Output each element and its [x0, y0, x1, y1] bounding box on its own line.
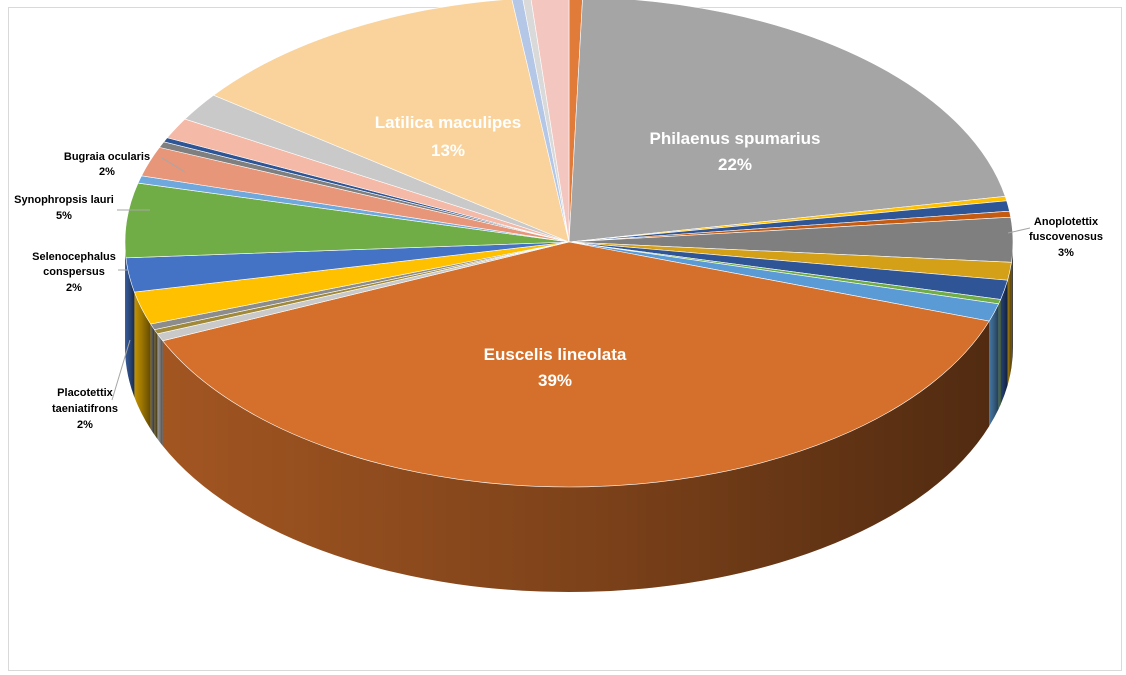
leader-line-anoplotettix-fuscovenosus: [1007, 227, 1031, 234]
pie-side-shade-10: [162, 321, 990, 592]
slice-label-placotettix-taeniatifrons-line0: Placotettix: [57, 387, 114, 399]
pie-side-shade-11: [157, 333, 163, 446]
pie-top-slices: [124, 0, 1014, 488]
pie-side-shade-7: [1000, 280, 1008, 405]
slice-pct-latilica-maculipes: 13%: [431, 141, 465, 160]
slice-pct-anoplotettix-fuscovenosus: 3%: [1058, 247, 1074, 259]
slice-label-bugraia-ocularis-line0: Bugraia ocularis: [64, 151, 150, 163]
pie-slice-euscelis-lineolata: [162, 241, 990, 488]
pie-side-shade-13: [150, 323, 155, 435]
leader-lines: [111, 157, 1031, 401]
slice-label-anoplotettix-fuscovenosus-line1: fuscovenosus: [1029, 231, 1103, 243]
slice-label-synophropsis-lauri-line0: Synophropsis lauri: [14, 194, 114, 206]
pie-side-shade-6: [1007, 262, 1012, 386]
pie-side-shade-5: [1011, 242, 1013, 368]
slice-label-philaenus-spumarius: Philaenus spumarius: [650, 129, 821, 148]
pie-side-shade-8: [998, 299, 1001, 409]
leader-line-bugraia-ocularis: [161, 157, 186, 173]
slice-pct-euscelis-lineolata: 39%: [538, 371, 572, 390]
slice-label-selenocephalus-conspersus-line1: conspersus: [43, 266, 105, 278]
slice-pct-placotettix-taeniatifrons: 2%: [77, 419, 93, 431]
pie-slice-philaenus-spumarius: [568, 0, 1006, 243]
leader-line-placotettix-taeniatifrons: [111, 339, 131, 401]
pie-side-shade-14: [134, 292, 151, 429]
pie-slice-26: [530, 0, 570, 243]
pie-side-shade-15: [125, 257, 135, 398]
pie-slice-25: [522, 0, 570, 243]
pie-sides: [125, 242, 1013, 592]
slice-label-latilica-maculipes: Latilica maculipes: [375, 113, 521, 132]
pie-side-shade-12: [154, 329, 158, 439]
pie-side-shade-9: [989, 303, 999, 427]
slice-label-euscelis-lineolata: Euscelis lineolata: [484, 345, 627, 364]
slice-label-anoplotettix-fuscovenosus-line0: Anoplotettix: [1034, 216, 1099, 228]
pie-slice-24: [511, 0, 570, 243]
slice-labels: Philaenus spumarius 22% Anoplotettix fuscov…: [14, 113, 1103, 431]
pie-slice-latilica-maculipes: [212, 0, 570, 243]
slice-pct-bugraia-ocularis: 2%: [99, 166, 115, 178]
slice-pct-selenocephalus-conspersus: 2%: [66, 282, 82, 294]
pie-side-shade-16: [125, 242, 126, 363]
slice-label-selenocephalus-conspersus-line0: Selenocephalus: [32, 251, 116, 263]
slice-pct-philaenus-spumarius: 22%: [718, 155, 752, 174]
slice-label-placotettix-taeniatifrons-line1: taeniatifrons: [52, 403, 118, 415]
slice-pct-synophropsis-lauri: 5%: [56, 210, 72, 222]
